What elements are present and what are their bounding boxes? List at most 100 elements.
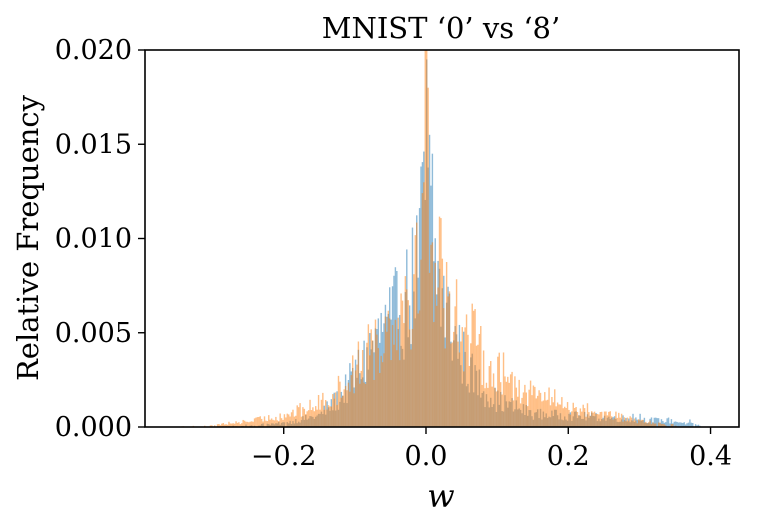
- histogram-bar: [246, 421, 249, 427]
- histogram-bar: [676, 421, 678, 427]
- histogram-bar: [293, 416, 296, 427]
- histogram-bar: [488, 366, 491, 427]
- histogram-bar: [666, 418, 668, 427]
- histogram-bar: [508, 382, 510, 427]
- histogram-bar: [457, 341, 459, 427]
- histogram-bar: [315, 406, 317, 427]
- histogram-bar: [214, 425, 216, 427]
- histogram-bar: [507, 376, 509, 427]
- histogram-bar: [649, 420, 651, 427]
- y-axis-label: Relative Frequency: [11, 94, 45, 381]
- histogram-bar: [249, 421, 251, 427]
- histogram-bar: [444, 348, 446, 427]
- histogram-bar: [544, 392, 546, 427]
- histogram-bar: [606, 415, 609, 427]
- histogram-bar: [643, 417, 646, 427]
- histogram-bar: [334, 392, 337, 427]
- histogram-bar: [324, 400, 327, 427]
- histogram-bar: [531, 395, 533, 427]
- histogram-bar: [278, 421, 280, 427]
- histogram-bar: [236, 422, 239, 427]
- histogram-bar: [408, 329, 411, 427]
- histogram-bar: [665, 422, 667, 427]
- histogram-bar: [494, 388, 496, 427]
- histogram-bar: [354, 370, 357, 427]
- plot-area: [169, 50, 710, 428]
- histogram-bar: [623, 417, 626, 427]
- histogram-bar: [635, 420, 637, 427]
- histogram-bar: [694, 424, 697, 427]
- histogram-bar: [684, 424, 687, 427]
- histogram-bar: [252, 421, 254, 427]
- histogram-bar: [630, 417, 633, 427]
- histogram-bar: [270, 418, 273, 427]
- x-tick-label: −0.2: [251, 441, 317, 472]
- histogram-bar: [555, 406, 557, 427]
- histogram-bar: [258, 416, 260, 427]
- histogram-bar: [603, 411, 606, 427]
- histogram-bar: [329, 406, 331, 427]
- histogram-bar: [643, 422, 646, 427]
- histogram-bar: [524, 384, 526, 427]
- histogram-bar: [238, 422, 240, 427]
- histogram-bar: [548, 387, 550, 427]
- histogram-bar: [458, 352, 461, 427]
- histogram-bar: [455, 279, 458, 427]
- histogram-bar: [497, 356, 499, 427]
- histogram-bar: [307, 410, 310, 427]
- histogram-bar: [472, 310, 475, 427]
- histogram-bar: [316, 409, 318, 427]
- histogram-bar: [251, 421, 253, 427]
- histogram-bar: [343, 389, 345, 427]
- histogram-bar: [599, 412, 601, 427]
- histogram-bar: [366, 342, 368, 427]
- histogram-bar: [425, 50, 428, 427]
- histogram-bar: [677, 422, 680, 427]
- histogram-bar: [670, 423, 673, 427]
- histogram-bar: [287, 414, 290, 427]
- histogram-bar: [400, 293, 402, 427]
- histogram-bar: [417, 313, 419, 427]
- histogram-bar: [448, 291, 451, 427]
- histogram-bar: [454, 306, 456, 427]
- histogram-bar: [424, 50, 426, 427]
- histogram-bar: [431, 242, 434, 427]
- histogram-bar: [462, 371, 465, 427]
- histogram-bar: [609, 411, 611, 427]
- histogram-bar: [551, 397, 553, 427]
- histogram-bar: [243, 420, 246, 427]
- histogram-bar: [391, 325, 394, 427]
- histogram-bar: [687, 422, 690, 427]
- histogram-bar: [245, 421, 247, 427]
- histogram-bar: [657, 422, 660, 427]
- histogram-bar: [393, 344, 395, 427]
- histogram-bar: [536, 395, 539, 427]
- histogram-bar: [581, 411, 583, 427]
- histogram-bar: [549, 405, 552, 427]
- histogram-bar: [313, 411, 316, 427]
- histogram-bar: [262, 421, 264, 427]
- histogram-bar: [598, 414, 600, 427]
- histogram-bar: [582, 404, 584, 427]
- histogram-bar: [430, 244, 432, 427]
- histogram-bar: [642, 419, 644, 427]
- histogram-bar: [509, 374, 512, 427]
- histogram-bar: [339, 381, 341, 427]
- histogram-bar: [286, 413, 288, 427]
- histogram-bar: [340, 397, 343, 427]
- histogram-bar: [477, 344, 479, 427]
- histogram-bar: [482, 350, 485, 427]
- histogram-bar: [592, 412, 594, 427]
- histogram-bar: [253, 418, 256, 427]
- histogram-bar: [470, 343, 472, 427]
- histogram-bar: [411, 227, 414, 427]
- histogram-bar: [280, 418, 283, 427]
- histogram-bar: [680, 422, 683, 427]
- y-tick-label: 0.015: [55, 129, 132, 160]
- histogram-bar: [583, 408, 586, 427]
- histogram-bar: [384, 316, 387, 427]
- histogram-bar: [660, 419, 663, 427]
- histogram-bar: [667, 417, 670, 427]
- histogram-bar: [350, 375, 353, 427]
